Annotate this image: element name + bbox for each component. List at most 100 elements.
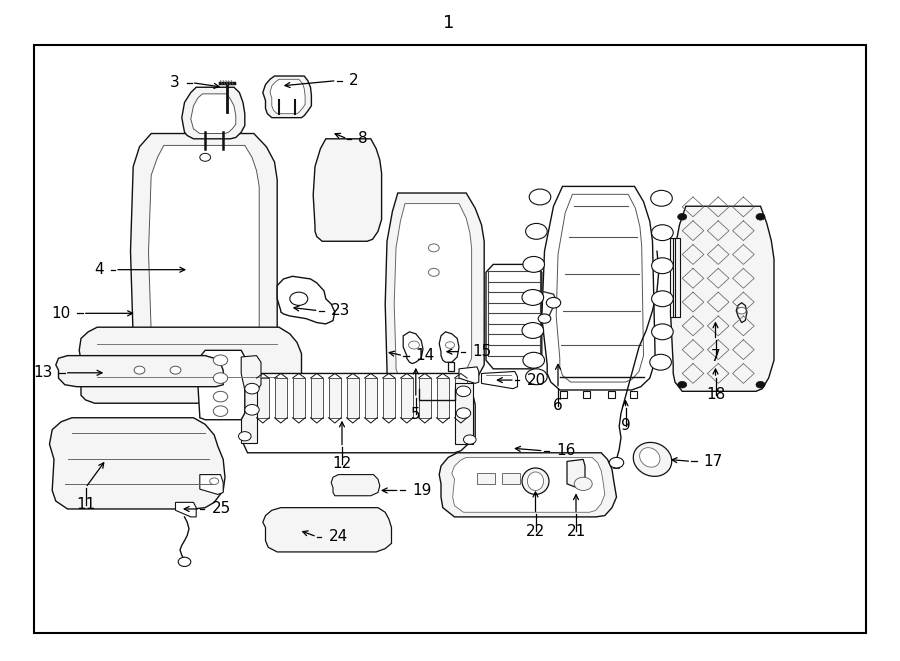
Circle shape xyxy=(213,355,228,366)
Polygon shape xyxy=(583,391,590,398)
Circle shape xyxy=(409,341,419,349)
Circle shape xyxy=(574,477,592,490)
Polygon shape xyxy=(200,475,223,494)
Polygon shape xyxy=(331,475,380,496)
Circle shape xyxy=(178,557,191,566)
Circle shape xyxy=(464,435,476,444)
Polygon shape xyxy=(556,194,644,382)
Polygon shape xyxy=(418,378,431,418)
Circle shape xyxy=(529,189,551,205)
Text: 21: 21 xyxy=(566,524,586,539)
Circle shape xyxy=(428,244,439,252)
Circle shape xyxy=(245,383,259,394)
Circle shape xyxy=(456,386,471,397)
Circle shape xyxy=(678,214,687,220)
Circle shape xyxy=(213,373,228,383)
Polygon shape xyxy=(567,459,585,489)
Polygon shape xyxy=(526,473,544,484)
Text: 17: 17 xyxy=(704,454,723,469)
Circle shape xyxy=(523,352,544,368)
Polygon shape xyxy=(270,79,305,114)
Text: 15: 15 xyxy=(472,344,491,359)
Polygon shape xyxy=(630,391,637,398)
Polygon shape xyxy=(454,378,467,418)
Text: 23: 23 xyxy=(331,303,351,318)
Text: 12: 12 xyxy=(332,456,352,471)
Circle shape xyxy=(522,323,544,338)
Polygon shape xyxy=(486,264,542,369)
Polygon shape xyxy=(736,303,747,323)
Circle shape xyxy=(546,297,561,308)
Text: 19: 19 xyxy=(412,483,432,498)
Polygon shape xyxy=(482,371,517,389)
Text: 22: 22 xyxy=(526,524,545,539)
Polygon shape xyxy=(256,378,269,418)
Polygon shape xyxy=(452,457,605,512)
Polygon shape xyxy=(263,508,392,552)
Circle shape xyxy=(523,256,544,272)
Polygon shape xyxy=(241,378,256,443)
Circle shape xyxy=(526,369,547,385)
Text: 3: 3 xyxy=(170,75,180,90)
Text: 13: 13 xyxy=(32,366,52,380)
Text: 20: 20 xyxy=(526,373,545,387)
Polygon shape xyxy=(477,473,495,484)
Polygon shape xyxy=(436,378,449,418)
Polygon shape xyxy=(542,186,655,390)
Circle shape xyxy=(446,342,454,348)
Polygon shape xyxy=(459,367,479,383)
Bar xyxy=(34,45,866,633)
Polygon shape xyxy=(385,193,484,389)
Text: 1: 1 xyxy=(443,14,454,32)
Circle shape xyxy=(200,153,211,161)
Circle shape xyxy=(134,366,145,374)
Polygon shape xyxy=(148,145,259,352)
Polygon shape xyxy=(50,418,225,509)
Circle shape xyxy=(756,214,765,220)
Polygon shape xyxy=(454,383,472,444)
Text: 4: 4 xyxy=(94,262,104,277)
Text: 10: 10 xyxy=(51,306,70,321)
Text: 18: 18 xyxy=(706,387,725,402)
Text: 24: 24 xyxy=(328,529,347,544)
Polygon shape xyxy=(56,356,223,387)
Circle shape xyxy=(428,268,439,276)
Polygon shape xyxy=(292,378,305,418)
Circle shape xyxy=(210,478,219,485)
Text: 2: 2 xyxy=(349,73,359,88)
Polygon shape xyxy=(191,94,236,134)
Text: 25: 25 xyxy=(212,502,230,516)
Polygon shape xyxy=(439,453,616,517)
Text: 14: 14 xyxy=(416,348,435,363)
Polygon shape xyxy=(198,350,245,420)
Circle shape xyxy=(526,223,547,239)
Text: 6: 6 xyxy=(554,398,562,413)
Polygon shape xyxy=(560,391,567,398)
Polygon shape xyxy=(670,206,774,391)
Circle shape xyxy=(245,405,259,415)
Polygon shape xyxy=(241,373,475,453)
Polygon shape xyxy=(182,87,245,139)
Circle shape xyxy=(652,291,673,307)
Circle shape xyxy=(290,292,308,305)
Circle shape xyxy=(522,290,544,305)
Polygon shape xyxy=(448,362,454,371)
Circle shape xyxy=(652,324,673,340)
Polygon shape xyxy=(608,391,615,398)
Circle shape xyxy=(652,258,673,274)
Text: 7: 7 xyxy=(711,349,720,364)
Text: 9: 9 xyxy=(621,418,630,433)
Circle shape xyxy=(538,314,551,323)
Circle shape xyxy=(213,391,228,402)
Ellipse shape xyxy=(522,468,549,494)
Polygon shape xyxy=(176,502,196,517)
Circle shape xyxy=(609,457,624,468)
Ellipse shape xyxy=(640,447,660,467)
Circle shape xyxy=(213,406,228,416)
Polygon shape xyxy=(79,327,302,403)
Polygon shape xyxy=(277,276,335,324)
Polygon shape xyxy=(310,378,323,418)
Circle shape xyxy=(678,381,687,388)
Polygon shape xyxy=(328,378,341,418)
Polygon shape xyxy=(382,378,395,418)
